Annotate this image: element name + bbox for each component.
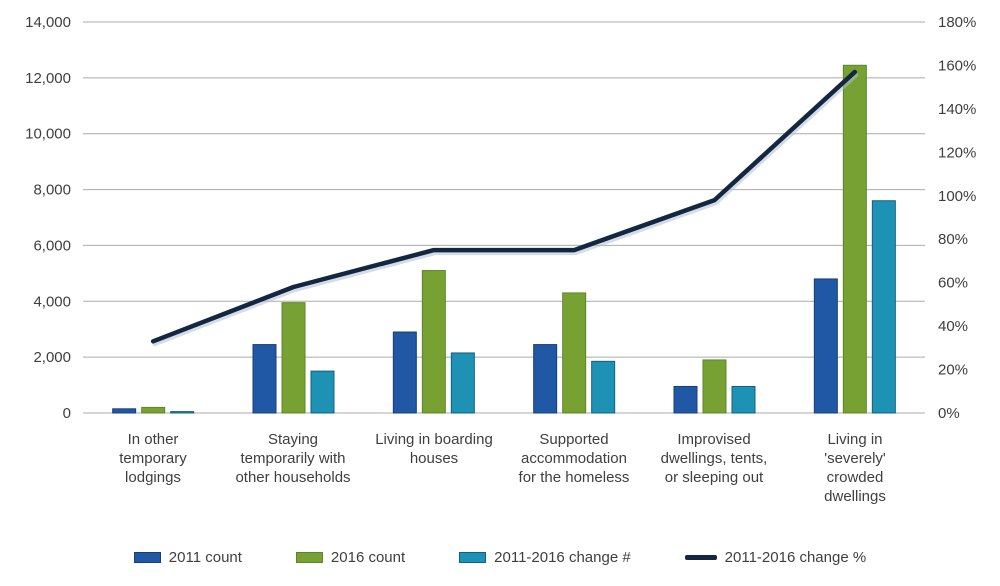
bar-2011-count xyxy=(673,385,698,414)
right-axis-tick-label: 100% xyxy=(938,188,976,205)
bar-2011-count xyxy=(112,408,137,414)
left-axis-tick-label: 14,000 xyxy=(25,14,71,31)
category-label-2: Staying temporarily with other household… xyxy=(235,431,351,486)
right-axis-tick-label: 160% xyxy=(938,57,976,74)
right-axis-tick-label: 40% xyxy=(938,318,968,335)
bar-2011-count xyxy=(252,344,277,414)
left-axis-tick-label: 0 xyxy=(63,405,71,422)
left-axis-tick-labels: 0 2,000 4,000 6,000 8,000 10,000 12,000 14,000 xyxy=(25,14,71,422)
legend-item-2011-count: 2011 count xyxy=(133,549,242,566)
legend-item-change-count: 2011-2016 change # xyxy=(459,549,631,566)
legend-swatch-2011-count xyxy=(133,552,161,563)
legend-label-change-count: 2011-2016 change # xyxy=(494,549,631,566)
bar-2011-2016-change- xyxy=(731,385,756,414)
bar-2016-count xyxy=(702,359,727,414)
bar-2011-2016-change- xyxy=(591,360,616,414)
bar-2016-count xyxy=(141,406,166,414)
legend-label-2011-count: 2011 count xyxy=(168,549,242,566)
bar-2011-count xyxy=(533,344,558,414)
bar-2011-2016-change- xyxy=(871,200,896,414)
bar-2016-count xyxy=(281,302,306,414)
left-axis-tick-label: 4,000 xyxy=(33,293,71,310)
legend-label-2016-count: 2016 count xyxy=(330,549,406,566)
change-percent-line-shadow xyxy=(152,72,859,347)
left-axis-tick-label: 6,000 xyxy=(33,237,71,254)
gridlines xyxy=(83,21,925,414)
right-axis-tick-label: 20% xyxy=(938,362,968,379)
right-axis-tick-label: 0% xyxy=(938,405,960,422)
legend-swatch-2016-count xyxy=(295,552,323,563)
bar-2016-count xyxy=(421,270,446,414)
right-axis-tick-labels: 0% 20% 40% 60% 80% 100% 120% 140% 160% 180% xyxy=(938,14,976,422)
bar-2011-2016-change- xyxy=(310,370,335,414)
bar-series xyxy=(112,64,896,414)
left-axis-tick-label: 10,000 xyxy=(25,126,71,143)
change-percent-line xyxy=(150,69,859,347)
category-label-5: Improvised dwellings, tents, or sleeping… xyxy=(660,431,768,486)
legend: 2011 count 2016 count 2011-2016 change #… xyxy=(0,549,1000,566)
right-axis-tick-label: 140% xyxy=(938,101,976,118)
right-axis-tick-label: 120% xyxy=(938,144,976,161)
category-label-6: Living in 'severely' crowded dwellings xyxy=(824,431,886,505)
legend-swatch-change-percent-line xyxy=(684,555,717,560)
right-axis-tick-label: 80% xyxy=(938,231,968,248)
left-axis-tick-label: 12,000 xyxy=(25,70,71,87)
legend-label-change-percent: 2011-2016 change % xyxy=(724,549,867,566)
bar-2011-2016-change- xyxy=(170,411,195,414)
legend-swatch-change-count xyxy=(459,552,487,563)
right-axis-tick-label: 180% xyxy=(938,14,976,31)
category-label-3: Living in boarding houses xyxy=(375,431,493,467)
bar-2011-count xyxy=(392,331,417,414)
left-axis-tick-label: 8,000 xyxy=(33,182,71,199)
bar-2011-2016-change- xyxy=(450,352,475,414)
chart-svg: 02,0004,0006,0008,00010,00012,00014,000 … xyxy=(25,14,976,422)
bar-2011-count xyxy=(813,278,838,414)
right-axis-tick-label: 60% xyxy=(938,275,968,292)
category-label-4: Supported accommodation for the homeless xyxy=(518,431,630,486)
bar-2016-count xyxy=(842,64,867,414)
bar-2016-count xyxy=(562,292,587,414)
change-percent-line-path xyxy=(150,69,858,344)
left-axis-tick-label: 2,000 xyxy=(33,349,71,366)
category-label-1: In other temporary lodgings xyxy=(119,431,187,486)
legend-item-change-percent: 2011-2016 change % xyxy=(684,549,867,566)
legend-item-2016-count: 2016 count xyxy=(295,549,406,566)
